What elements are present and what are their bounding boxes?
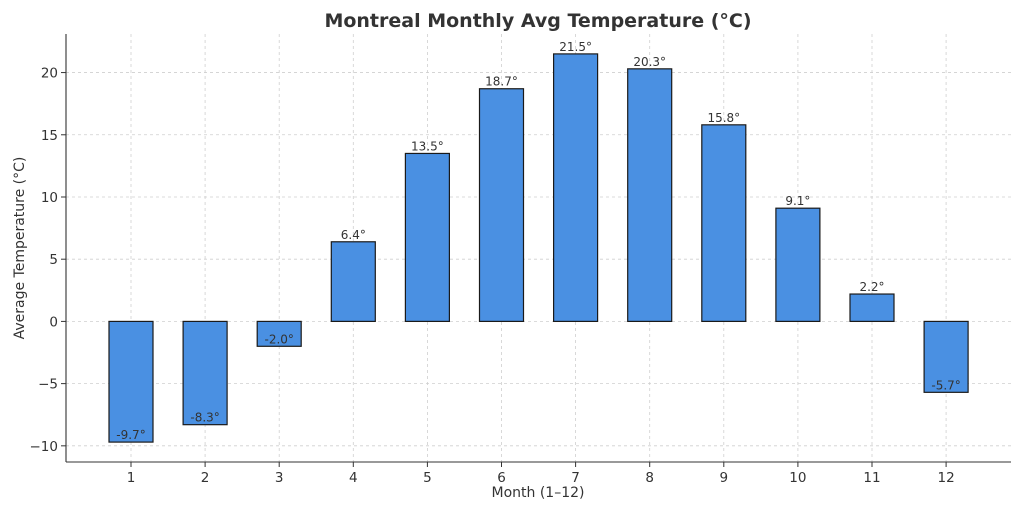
data-label: -8.3° — [190, 411, 219, 425]
y-axis-label: Average Temperature (°C) — [12, 157, 28, 340]
y-tick-label: 5 — [49, 252, 58, 268]
bar — [627, 68, 673, 323]
x-tick-label: 2 — [201, 470, 210, 486]
x-tick-label: 9 — [720, 470, 729, 486]
data-label: 21.5° — [559, 40, 592, 54]
data-label: 15.8° — [707, 111, 740, 125]
y-tick-label: −5 — [38, 377, 58, 393]
bar — [552, 53, 599, 323]
x-tick-label: 12 — [938, 470, 955, 486]
bar — [775, 207, 821, 323]
data-label: 18.7° — [485, 75, 518, 89]
x-tick-label: 10 — [789, 470, 806, 486]
data-label: 2.2° — [859, 280, 884, 294]
data-label: 9.1° — [785, 194, 810, 208]
x-tick-label: 11 — [863, 470, 880, 486]
x-tick-label: 4 — [349, 470, 358, 486]
y-tick-label: 15 — [41, 128, 58, 144]
bar — [182, 320, 228, 426]
bar — [404, 152, 450, 323]
x-tick-label: 3 — [275, 470, 284, 486]
data-label: -9.7° — [116, 428, 145, 442]
data-label: 6.4° — [341, 228, 366, 242]
bar — [849, 293, 895, 323]
data-label: -2.0° — [264, 332, 293, 346]
x-tick-label: 5 — [423, 470, 432, 486]
bar — [108, 320, 154, 443]
bar — [923, 320, 969, 393]
bars — [108, 53, 969, 443]
bar — [478, 88, 525, 323]
y-tick-label: 0 — [49, 314, 58, 330]
bar — [256, 320, 302, 347]
x-axis-label: Month (1–12) — [492, 485, 585, 501]
x-tick-label: 1 — [127, 470, 136, 486]
y-tick-label: −10 — [30, 439, 59, 455]
data-labels: -9.7° -8.3° -2.0° 6.4° 13.5° 18.7° 21.5° 20.3° 1… — [116, 40, 961, 442]
data-label: -5.7° — [931, 378, 960, 392]
chart-title: Montreal Monthly Avg Temperature (°C) — [324, 10, 751, 32]
y-tick-label: 20 — [41, 66, 58, 82]
bar — [701, 124, 747, 323]
bar — [330, 241, 376, 323]
y-tick-label: 10 — [41, 190, 58, 206]
x-tick-label: 8 — [645, 470, 654, 486]
x-tick-label: 7 — [571, 470, 580, 486]
data-label: 13.5° — [411, 139, 444, 153]
x-tick-label: 6 — [497, 470, 506, 486]
data-label: 20.3° — [633, 55, 666, 69]
